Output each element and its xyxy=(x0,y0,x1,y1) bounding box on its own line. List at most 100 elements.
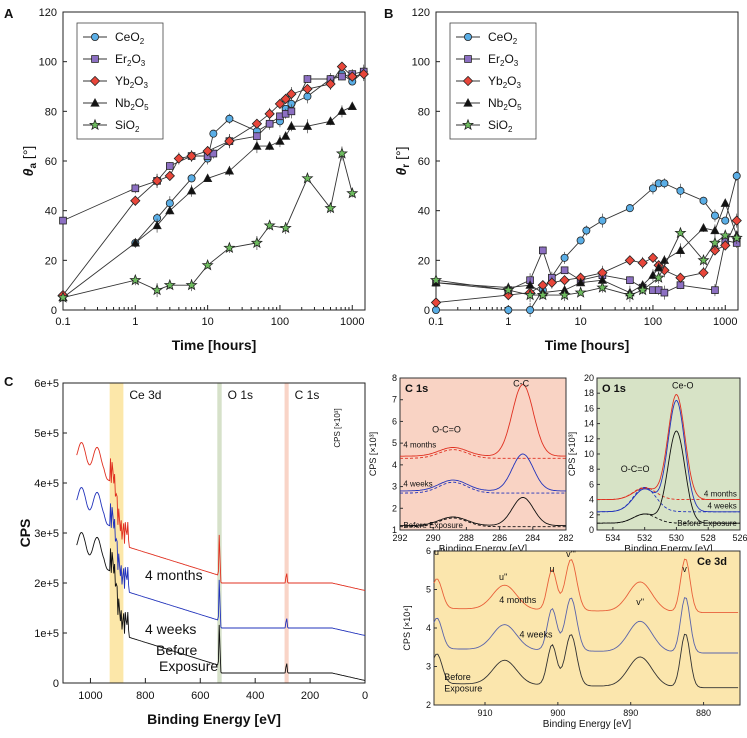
spectrum-line xyxy=(400,453,566,492)
y-tick-label: 2 xyxy=(426,700,431,710)
legend-marker xyxy=(91,33,100,42)
data-point xyxy=(623,288,636,301)
data-point xyxy=(675,245,686,255)
peak-label: u''' xyxy=(434,547,444,557)
x-tick-label: 1000 xyxy=(713,316,737,328)
x-tick-label: 1 xyxy=(505,316,511,328)
data-point xyxy=(626,276,634,284)
series-label: 4 weeks xyxy=(403,480,432,489)
x-tick-label: 290 xyxy=(426,533,441,543)
y-tick-label: 2 xyxy=(589,510,594,520)
data-point xyxy=(675,272,686,283)
series-line xyxy=(62,105,353,298)
data-point xyxy=(202,145,213,157)
x-tick-label: 600 xyxy=(191,690,209,702)
band-label: O 1s xyxy=(228,388,253,402)
spectrum-line xyxy=(433,558,739,614)
data-point xyxy=(624,255,636,266)
data-point xyxy=(151,175,163,187)
legend-label: Yb2O3 xyxy=(115,74,148,90)
peak-label: u xyxy=(550,564,555,574)
data-point xyxy=(224,165,235,175)
y-tick-label: 2 xyxy=(392,503,397,513)
x-axis-title: Binding Energy [eV] xyxy=(147,711,281,727)
y-tick-label: 120 xyxy=(39,7,57,19)
highlight-band xyxy=(284,383,289,683)
x-axis-title: Time [hours] xyxy=(545,337,630,353)
y-tick-label: 5 xyxy=(392,438,397,448)
series-label: Exposure xyxy=(444,684,482,694)
data-point xyxy=(625,204,634,213)
y-tick-label: 20 xyxy=(45,255,57,267)
data-point xyxy=(709,245,721,256)
data-point xyxy=(302,83,313,95)
series-label: Before xyxy=(156,642,197,658)
spectrum-line xyxy=(400,384,567,457)
data-point xyxy=(301,172,314,184)
data-point xyxy=(430,297,442,308)
series-line xyxy=(435,239,737,294)
peak-label: C-C xyxy=(513,379,529,389)
series-SiO2 xyxy=(429,226,743,303)
inset-title: Ce 3d xyxy=(697,556,727,568)
series-label: Before Exposure xyxy=(403,521,463,530)
data-point xyxy=(336,61,348,72)
data-point xyxy=(166,162,174,170)
x-tick-label: 800 xyxy=(136,690,154,702)
spectrum-line xyxy=(597,486,740,501)
y-tick-label: 20 xyxy=(584,373,594,383)
data-point xyxy=(303,75,312,83)
data-point xyxy=(338,72,346,81)
spectrum-line xyxy=(597,513,740,524)
data-point xyxy=(281,131,291,140)
data-point xyxy=(546,277,558,288)
series-line xyxy=(436,175,738,311)
data-point xyxy=(674,226,687,239)
x-tick-label: 528 xyxy=(701,533,716,543)
data-point xyxy=(335,147,348,159)
data-point xyxy=(710,211,719,220)
y-tick-label: 60 xyxy=(418,156,430,168)
y-tick-label: 0 xyxy=(589,525,594,535)
data-point xyxy=(526,305,535,314)
y-tick-label: 2e+5 xyxy=(34,578,59,590)
panel-letter: A xyxy=(4,6,14,21)
x-tick-label: 1000 xyxy=(340,316,364,328)
data-point xyxy=(173,153,185,164)
data-point xyxy=(265,119,274,128)
panel-c: Ce 3d O 1s C 1s 0 1e+5 2e+5 3e+5 4e+5 5e+5 6e+5 10… xyxy=(17,378,368,727)
band-label: Ce 3d xyxy=(129,388,161,402)
spectrum-line xyxy=(597,486,740,513)
data-point xyxy=(502,283,515,296)
x-tick-label: 532 xyxy=(637,533,652,543)
data-point xyxy=(560,253,569,262)
y-tick-label: 100 xyxy=(412,57,430,69)
data-point xyxy=(287,107,296,116)
data-point xyxy=(302,121,313,130)
data-point xyxy=(279,221,292,234)
data-point xyxy=(286,88,297,100)
y-tick-label: 4 xyxy=(392,460,397,470)
legend: CeO2 Er2O3 Yb2O3 Nb2O5 SiO2 xyxy=(449,22,537,140)
legend-marker xyxy=(88,118,102,131)
y-tick-label: 0 xyxy=(424,305,430,317)
inset-o1s: 0 2 4 6 8 10 12 14 16 18 20 534 532 530 528 526 Binding … xyxy=(567,373,747,555)
y-tick-label: 10 xyxy=(584,449,594,459)
spectrum-line xyxy=(76,486,366,636)
series-SiO2 xyxy=(56,146,359,303)
data-point xyxy=(274,98,286,110)
legend-label: CeO2 xyxy=(488,30,518,46)
x-tick-label: 100 xyxy=(644,316,662,328)
highlight-band xyxy=(217,383,222,683)
y-tick-label: 6e+5 xyxy=(34,378,59,390)
y-tick-label: 5e+5 xyxy=(34,428,59,440)
y-tick-label: 120 xyxy=(412,7,430,19)
data-point xyxy=(596,281,609,293)
data-point xyxy=(721,216,730,225)
legend-label: Er2O3 xyxy=(115,52,146,68)
data-point xyxy=(324,201,337,214)
data-point xyxy=(56,291,70,303)
spectrum-line xyxy=(400,449,566,459)
inset-frame xyxy=(433,550,741,706)
data-point xyxy=(654,262,664,272)
